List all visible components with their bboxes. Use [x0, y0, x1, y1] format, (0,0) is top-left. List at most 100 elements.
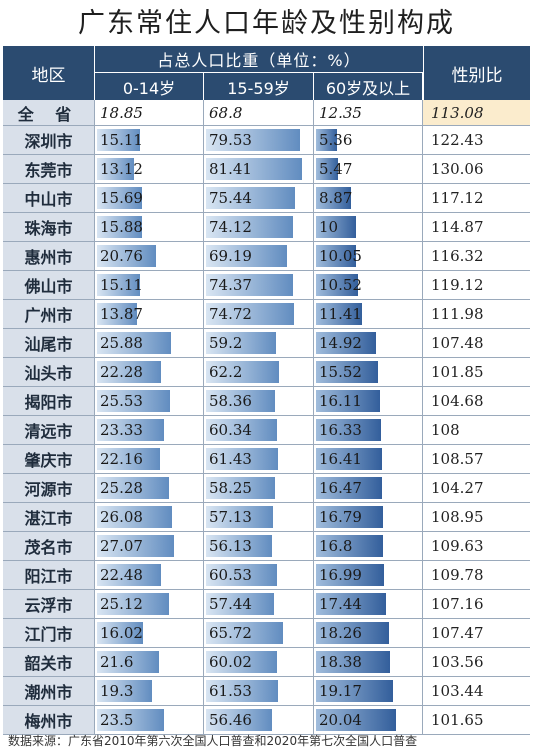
share-bar — [316, 158, 338, 180]
table-title: 广东常住人口年龄及性别构成 — [78, 8, 455, 39]
sex-ratio-cell: 107.47 — [431, 624, 484, 642]
region-cell: 韶关市 — [3, 648, 95, 676]
share-bar — [206, 187, 295, 209]
share-bar — [97, 593, 169, 615]
share-cell: 16.33 — [314, 416, 423, 444]
region-cell: 汕头市 — [3, 358, 95, 386]
share-cell: 22.28 — [95, 358, 204, 386]
share-bar — [316, 709, 397, 731]
share-bar — [316, 129, 338, 151]
population-table: 地区 占总人口比重（单位：%） 0-14岁 15-59岁 60岁及以上 性别比 … — [3, 46, 530, 735]
data-source-note: 数据来源：广东省2010年第六次全国人口普查和2020年第七次全国人口普查 — [8, 734, 418, 748]
table-body: 全 省 18.85 68.8 12.35 113.08 深圳市 15.11 79.53 5.36… — [3, 100, 530, 735]
share-bar — [97, 506, 172, 528]
share-bar — [206, 564, 278, 586]
sex-ratio-cell: 107.16 — [431, 595, 484, 613]
share-value: 10.05 — [319, 247, 362, 265]
share-value: 81.41 — [209, 160, 252, 178]
share-cell: 60.53 — [204, 561, 314, 589]
share-value: 15.11 — [100, 131, 143, 149]
share-cell: 23.33 — [95, 416, 204, 444]
region-cell: 东莞市 — [3, 155, 95, 183]
share-bar — [97, 448, 161, 470]
share-value: 23.5 — [100, 711, 134, 729]
share-bar — [97, 390, 170, 412]
share-cell: 56.46 — [204, 706, 314, 734]
share-bar — [316, 390, 381, 412]
share-bar — [97, 622, 143, 644]
share-cell: 5.47 — [314, 155, 423, 183]
share-cell: 25.53 — [95, 387, 204, 415]
share-value: 16.02 — [100, 624, 143, 642]
share-cell: 74.12 — [204, 213, 314, 241]
sex-ratio-cell: 116.32 — [431, 247, 484, 265]
share-bar — [97, 709, 165, 731]
table-row-total: 全 省 18.85 68.8 12.35 113.08 — [3, 100, 530, 126]
share-value: 25.53 — [100, 392, 143, 410]
table-row: 江门市 16.02 65.72 18.26 107.47 — [3, 619, 530, 648]
share-cell: 79.53 — [204, 126, 314, 154]
share-bar — [97, 361, 161, 383]
region-cell: 江门市 — [3, 619, 95, 647]
table-row: 肇庆市 22.16 61.43 16.41 108.57 — [3, 445, 530, 474]
share-bar — [206, 419, 277, 441]
sex-ratio-cell: 108.95 — [431, 508, 484, 526]
share-bar — [97, 535, 175, 557]
sex-ratio-cell: 101.65 — [431, 711, 484, 729]
share-value: 19.17 — [319, 682, 362, 700]
header-sex-ratio: 性别比 — [423, 46, 530, 100]
region-cell: 潮州市 — [3, 677, 95, 705]
share-bar — [316, 448, 382, 470]
share-bar — [206, 361, 280, 383]
region-cell: 揭阳市 — [3, 387, 95, 415]
share-cell: 19.17 — [314, 677, 423, 705]
share-value: 21.6 — [100, 653, 134, 671]
share-value: 65.72 — [209, 624, 252, 642]
share-cell: 16.8 — [314, 532, 423, 560]
share-cell: 74.72 — [204, 300, 314, 328]
share-bar — [316, 245, 357, 267]
sex-ratio-cell: 108 — [431, 421, 460, 439]
region-cell: 中山市 — [3, 184, 95, 212]
share-cell: 16.11 — [314, 387, 423, 415]
share-bar — [97, 216, 143, 238]
share-value: 68.8 — [209, 103, 243, 122]
sex-ratio-cell: 108.57 — [431, 450, 484, 468]
share-cell: 12.35 — [314, 100, 423, 125]
sex-ratio-cell: 103.56 — [431, 653, 484, 671]
table-row: 惠州市 20.76 69.19 10.05 116.32 — [3, 242, 530, 271]
share-bar — [316, 187, 352, 209]
share-cell: 75.44 — [204, 184, 314, 212]
header-age-0-14: 0-14岁 — [95, 73, 204, 100]
share-bar — [206, 535, 273, 557]
share-cell: 58.25 — [204, 474, 314, 502]
share-cell: 20.76 — [95, 242, 204, 270]
share-cell: 11.41 — [314, 300, 423, 328]
share-value: 27.07 — [100, 537, 143, 555]
share-cell: 58.36 — [204, 387, 314, 415]
share-bar — [97, 245, 157, 267]
share-cell: 10.05 — [314, 242, 423, 270]
share-value: 16.8 — [319, 537, 353, 555]
share-cell: 18.26 — [314, 619, 423, 647]
header-share-group: 占总人口比重（单位：%） — [95, 46, 423, 73]
share-value: 22.16 — [100, 450, 143, 468]
share-cell: 57.13 — [204, 503, 314, 531]
region-cell: 云浮市 — [3, 590, 95, 618]
table-row: 佛山市 15.11 74.37 10.52 119.12 — [3, 271, 530, 300]
share-bar — [97, 274, 141, 296]
share-cell: 13.12 — [95, 155, 204, 183]
share-cell: 25.28 — [95, 474, 204, 502]
share-value: 14.92 — [319, 334, 362, 352]
table-row: 汕头市 22.28 62.2 15.52 101.85 — [3, 358, 530, 387]
share-value: 22.48 — [100, 566, 143, 584]
share-bar — [97, 477, 170, 499]
share-cell: 62.2 — [204, 358, 314, 386]
region-cell: 梅州市 — [3, 706, 95, 734]
share-bar — [316, 535, 384, 557]
share-value: 15.88 — [100, 218, 143, 236]
share-bar — [206, 680, 279, 702]
share-bar — [97, 332, 171, 354]
share-bar — [206, 709, 273, 731]
share-cell: 20.04 — [314, 706, 423, 734]
